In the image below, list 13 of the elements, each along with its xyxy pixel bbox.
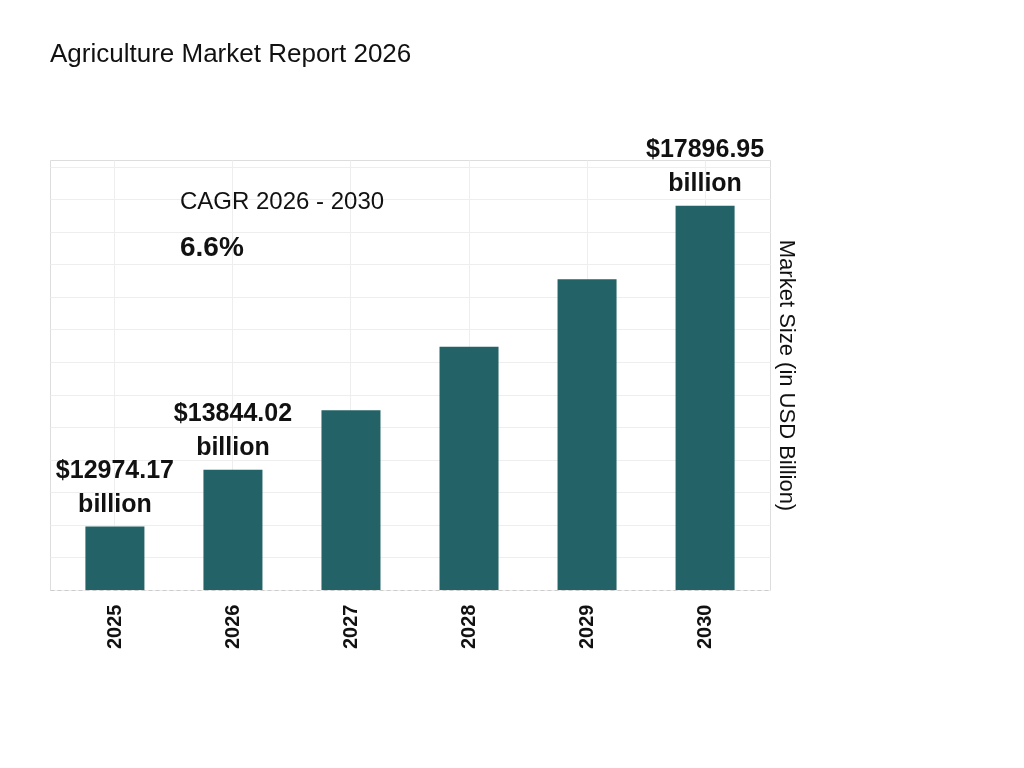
x-tick-label: 2029	[575, 604, 598, 649]
data-label: $12974.17 billion	[55, 454, 175, 517]
annotation: 6.6%	[180, 231, 244, 262]
y-axis-title: Market Size (in USD Billion)	[774, 239, 800, 512]
data-label: $13844.02 billion	[173, 397, 293, 460]
chart-title: Agriculture Market Report 2026	[50, 37, 412, 68]
annotation: CAGR 2026 - 2030	[180, 187, 385, 214]
x-tick-label: 2028	[457, 604, 480, 649]
x-tick-label: 2026	[220, 604, 243, 649]
data-label: $17896.95 billion	[645, 133, 765, 196]
x-tick-label: 2027	[338, 604, 361, 649]
x-tick-label: 2030	[693, 604, 716, 649]
x-tick-label: 2025	[102, 604, 125, 649]
